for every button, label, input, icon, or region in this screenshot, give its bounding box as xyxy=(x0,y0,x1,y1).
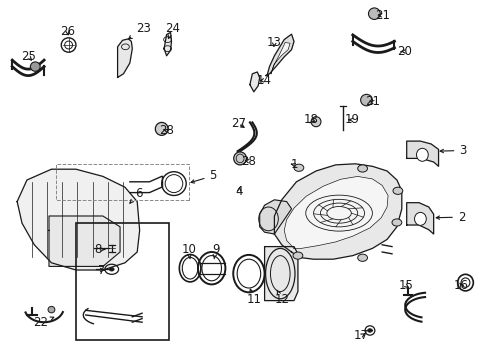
Text: 23: 23 xyxy=(129,22,150,39)
Polygon shape xyxy=(49,216,120,266)
Bar xyxy=(76,223,169,340)
Bar xyxy=(56,164,189,200)
Ellipse shape xyxy=(48,306,55,313)
Polygon shape xyxy=(407,141,439,166)
Text: 10: 10 xyxy=(181,243,196,259)
Text: 21: 21 xyxy=(365,95,380,108)
Text: 19: 19 xyxy=(344,113,359,126)
Polygon shape xyxy=(266,34,294,76)
Text: 14: 14 xyxy=(257,74,272,87)
Polygon shape xyxy=(271,42,290,74)
Ellipse shape xyxy=(415,212,426,225)
Text: 2: 2 xyxy=(436,211,466,224)
Text: 25: 25 xyxy=(21,50,36,63)
Polygon shape xyxy=(17,169,140,270)
Text: 9: 9 xyxy=(212,243,220,259)
Text: 17: 17 xyxy=(354,329,369,342)
Text: 24: 24 xyxy=(165,22,180,39)
Ellipse shape xyxy=(30,62,40,71)
Text: 1: 1 xyxy=(290,158,298,171)
Ellipse shape xyxy=(358,165,368,172)
Text: 28: 28 xyxy=(159,124,174,137)
Text: 12: 12 xyxy=(274,290,289,306)
Polygon shape xyxy=(284,176,388,248)
Ellipse shape xyxy=(361,94,372,106)
Text: 5: 5 xyxy=(191,169,217,183)
Ellipse shape xyxy=(358,254,368,261)
Text: 21: 21 xyxy=(375,9,390,22)
Text: 18: 18 xyxy=(304,113,318,126)
Text: 16: 16 xyxy=(454,279,469,292)
Text: 3: 3 xyxy=(440,144,467,157)
Text: 26: 26 xyxy=(60,25,75,38)
Text: 15: 15 xyxy=(398,279,413,292)
Ellipse shape xyxy=(293,252,303,259)
Ellipse shape xyxy=(368,8,380,19)
Text: 11: 11 xyxy=(246,289,261,306)
Ellipse shape xyxy=(294,164,304,171)
Ellipse shape xyxy=(393,187,403,194)
Text: 20: 20 xyxy=(397,45,412,58)
Ellipse shape xyxy=(416,148,428,161)
Polygon shape xyxy=(250,72,260,92)
Ellipse shape xyxy=(392,219,402,226)
Ellipse shape xyxy=(155,122,168,135)
Ellipse shape xyxy=(234,152,246,165)
Text: 4: 4 xyxy=(235,185,243,198)
Ellipse shape xyxy=(109,267,114,271)
Ellipse shape xyxy=(368,329,372,332)
Text: 27: 27 xyxy=(231,117,245,130)
Text: 13: 13 xyxy=(267,36,282,49)
Polygon shape xyxy=(274,164,402,259)
Polygon shape xyxy=(407,203,434,234)
Polygon shape xyxy=(164,32,171,56)
Polygon shape xyxy=(118,39,132,77)
Polygon shape xyxy=(265,247,298,301)
Text: 8: 8 xyxy=(94,243,105,256)
Polygon shape xyxy=(260,200,292,234)
Ellipse shape xyxy=(311,117,321,127)
Text: 28: 28 xyxy=(242,155,256,168)
Text: 7: 7 xyxy=(98,264,106,276)
Text: 6: 6 xyxy=(130,187,143,203)
Text: 22: 22 xyxy=(33,316,54,329)
